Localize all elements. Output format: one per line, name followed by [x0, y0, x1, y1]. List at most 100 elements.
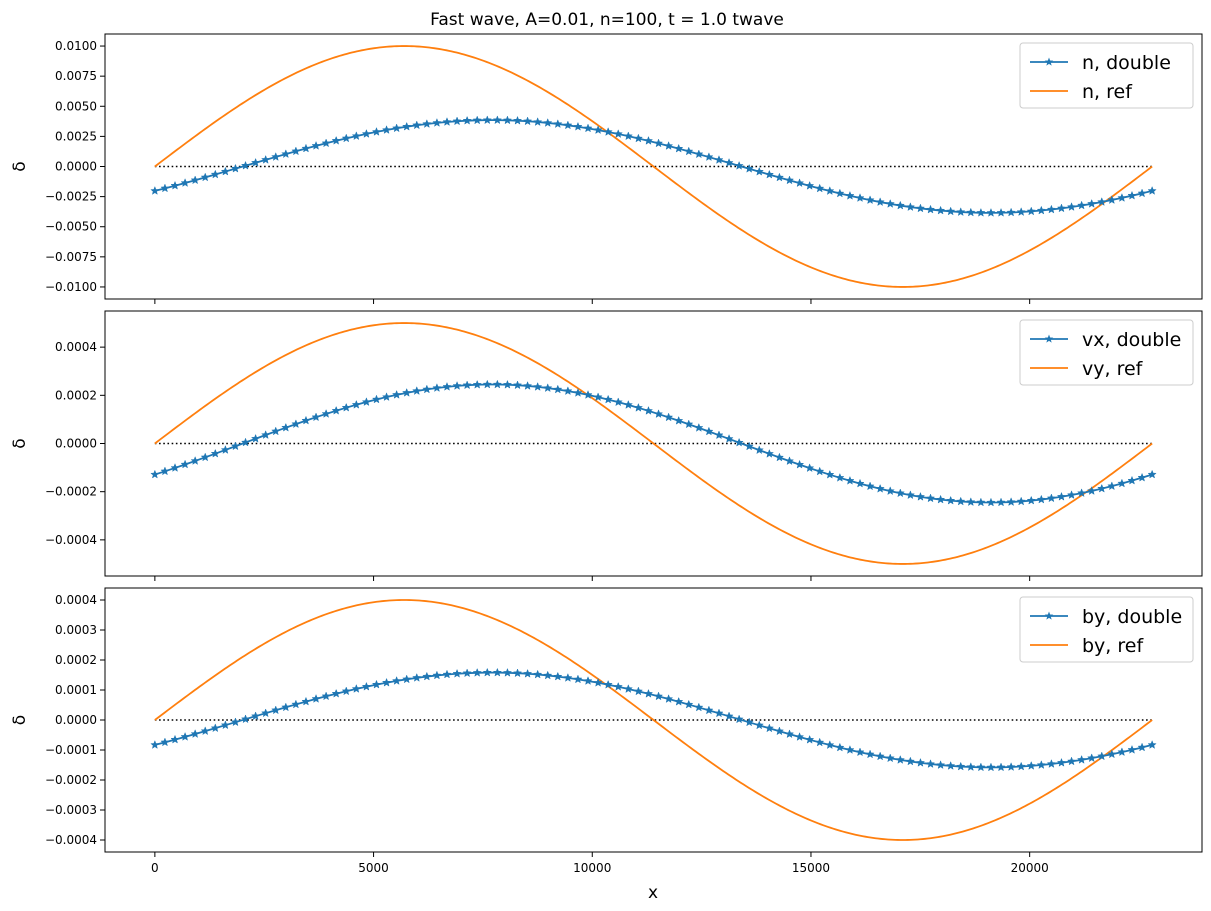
data-point-star — [351, 684, 361, 693]
y-tick-label: 0.0000 — [55, 713, 97, 727]
data-point-star — [341, 133, 351, 143]
data-point-star — [150, 469, 160, 479]
data-point-star — [1137, 742, 1147, 752]
data-point-star — [724, 157, 734, 167]
data-point-star — [150, 740, 160, 749]
y-axis-label: δ — [10, 438, 30, 448]
data-point-star — [976, 762, 986, 772]
data-point-star — [674, 415, 684, 425]
data-point-star — [1056, 757, 1067, 767]
data-point-star — [301, 143, 311, 153]
data-point-star — [865, 195, 875, 205]
data-point-star — [210, 723, 220, 733]
series-line-ref — [154, 45, 1153, 288]
y-tick-label: −0.0025 — [45, 190, 97, 204]
data-point-star — [412, 386, 422, 395]
data-point-star — [996, 207, 1006, 217]
legend: by, double by, ref — [1019, 596, 1194, 663]
data-point-star — [986, 762, 996, 772]
data-point-star — [784, 175, 795, 185]
data-point-star — [1036, 205, 1046, 215]
data-point-star — [432, 118, 442, 127]
data-point-star — [855, 478, 865, 488]
series-line-ref — [154, 599, 1153, 841]
data-point-star — [190, 175, 200, 185]
data-point-star — [281, 422, 291, 432]
data-point-star — [674, 696, 684, 706]
data-point-star — [502, 115, 513, 125]
data-point-star — [684, 419, 694, 429]
data-point-star — [240, 437, 251, 447]
data-point-star — [694, 422, 704, 432]
y-tick-label: 0.0000 — [55, 437, 97, 451]
figure-title: Fast wave, A=0.01, n=100, t = 1.0 twave — [430, 10, 784, 30]
data-point-star — [250, 711, 261, 721]
data-point-star — [1076, 488, 1087, 498]
data-point-star — [875, 197, 885, 207]
data-point-star — [754, 445, 764, 455]
data-point-star — [553, 119, 563, 129]
data-point-star — [815, 183, 825, 193]
data-point-star — [361, 129, 372, 138]
data-point-star — [925, 493, 936, 503]
data-point-star — [663, 694, 674, 703]
data-point-star — [472, 115, 482, 125]
data-point-star — [764, 169, 775, 179]
data-point-star — [442, 669, 452, 679]
data-point-star — [895, 200, 905, 210]
data-point-star — [301, 696, 311, 706]
data-point-star — [724, 711, 734, 721]
data-point-star — [613, 681, 623, 691]
data-point-star — [835, 472, 845, 482]
data-point-star — [996, 497, 1006, 507]
data-point-star — [815, 466, 825, 476]
data-point-star — [281, 149, 291, 159]
data-point-star — [502, 667, 513, 677]
data-point-star — [311, 412, 321, 422]
data-point-star — [452, 668, 462, 678]
y-tick-label: 0.0002 — [55, 388, 97, 402]
y-tick-label: −0.0004 — [45, 833, 97, 847]
data-point-star — [643, 135, 654, 145]
data-point-star — [633, 686, 644, 696]
data-point-star — [613, 397, 623, 407]
data-point-star — [674, 143, 684, 153]
data-point-star — [472, 667, 482, 677]
data-point-star — [1016, 207, 1026, 216]
data-point-star — [1107, 481, 1117, 491]
data-point-star — [412, 672, 422, 682]
data-point-star — [200, 726, 210, 736]
data-point-star — [230, 441, 241, 451]
data-point-star — [946, 206, 956, 216]
data-point-star — [1117, 747, 1127, 757]
plot-area — [150, 322, 1157, 565]
data-point-star — [935, 205, 946, 215]
data-point-star — [200, 452, 210, 462]
data-point-star — [301, 415, 311, 425]
data-point-star — [1046, 493, 1057, 503]
y-tick-label: 0.0100 — [55, 39, 97, 53]
data-point-star — [210, 448, 220, 458]
data-point-star — [825, 469, 835, 479]
data-point-star — [281, 702, 291, 712]
data-point-star — [391, 676, 402, 685]
axes-frame — [104, 310, 1203, 577]
data-point-star — [966, 762, 976, 771]
data-point-star — [1046, 204, 1057, 214]
y-tick-label: 0.0002 — [55, 653, 97, 667]
data-point-star — [956, 496, 966, 506]
data-point-star — [240, 160, 251, 170]
data-point-star — [492, 115, 503, 125]
data-point-star — [361, 681, 372, 691]
data-point-star — [573, 674, 583, 684]
data-point-star — [976, 207, 986, 217]
data-point-star — [603, 127, 613, 136]
series-line-double — [154, 671, 1153, 769]
data-point-star — [422, 119, 432, 128]
axes-frame — [104, 33, 1203, 300]
data-point-star — [734, 160, 744, 170]
plot-area — [150, 45, 1157, 288]
y-tick-label: 0.0004 — [55, 340, 97, 354]
data-point-star — [311, 140, 321, 150]
data-point-star — [764, 448, 775, 458]
